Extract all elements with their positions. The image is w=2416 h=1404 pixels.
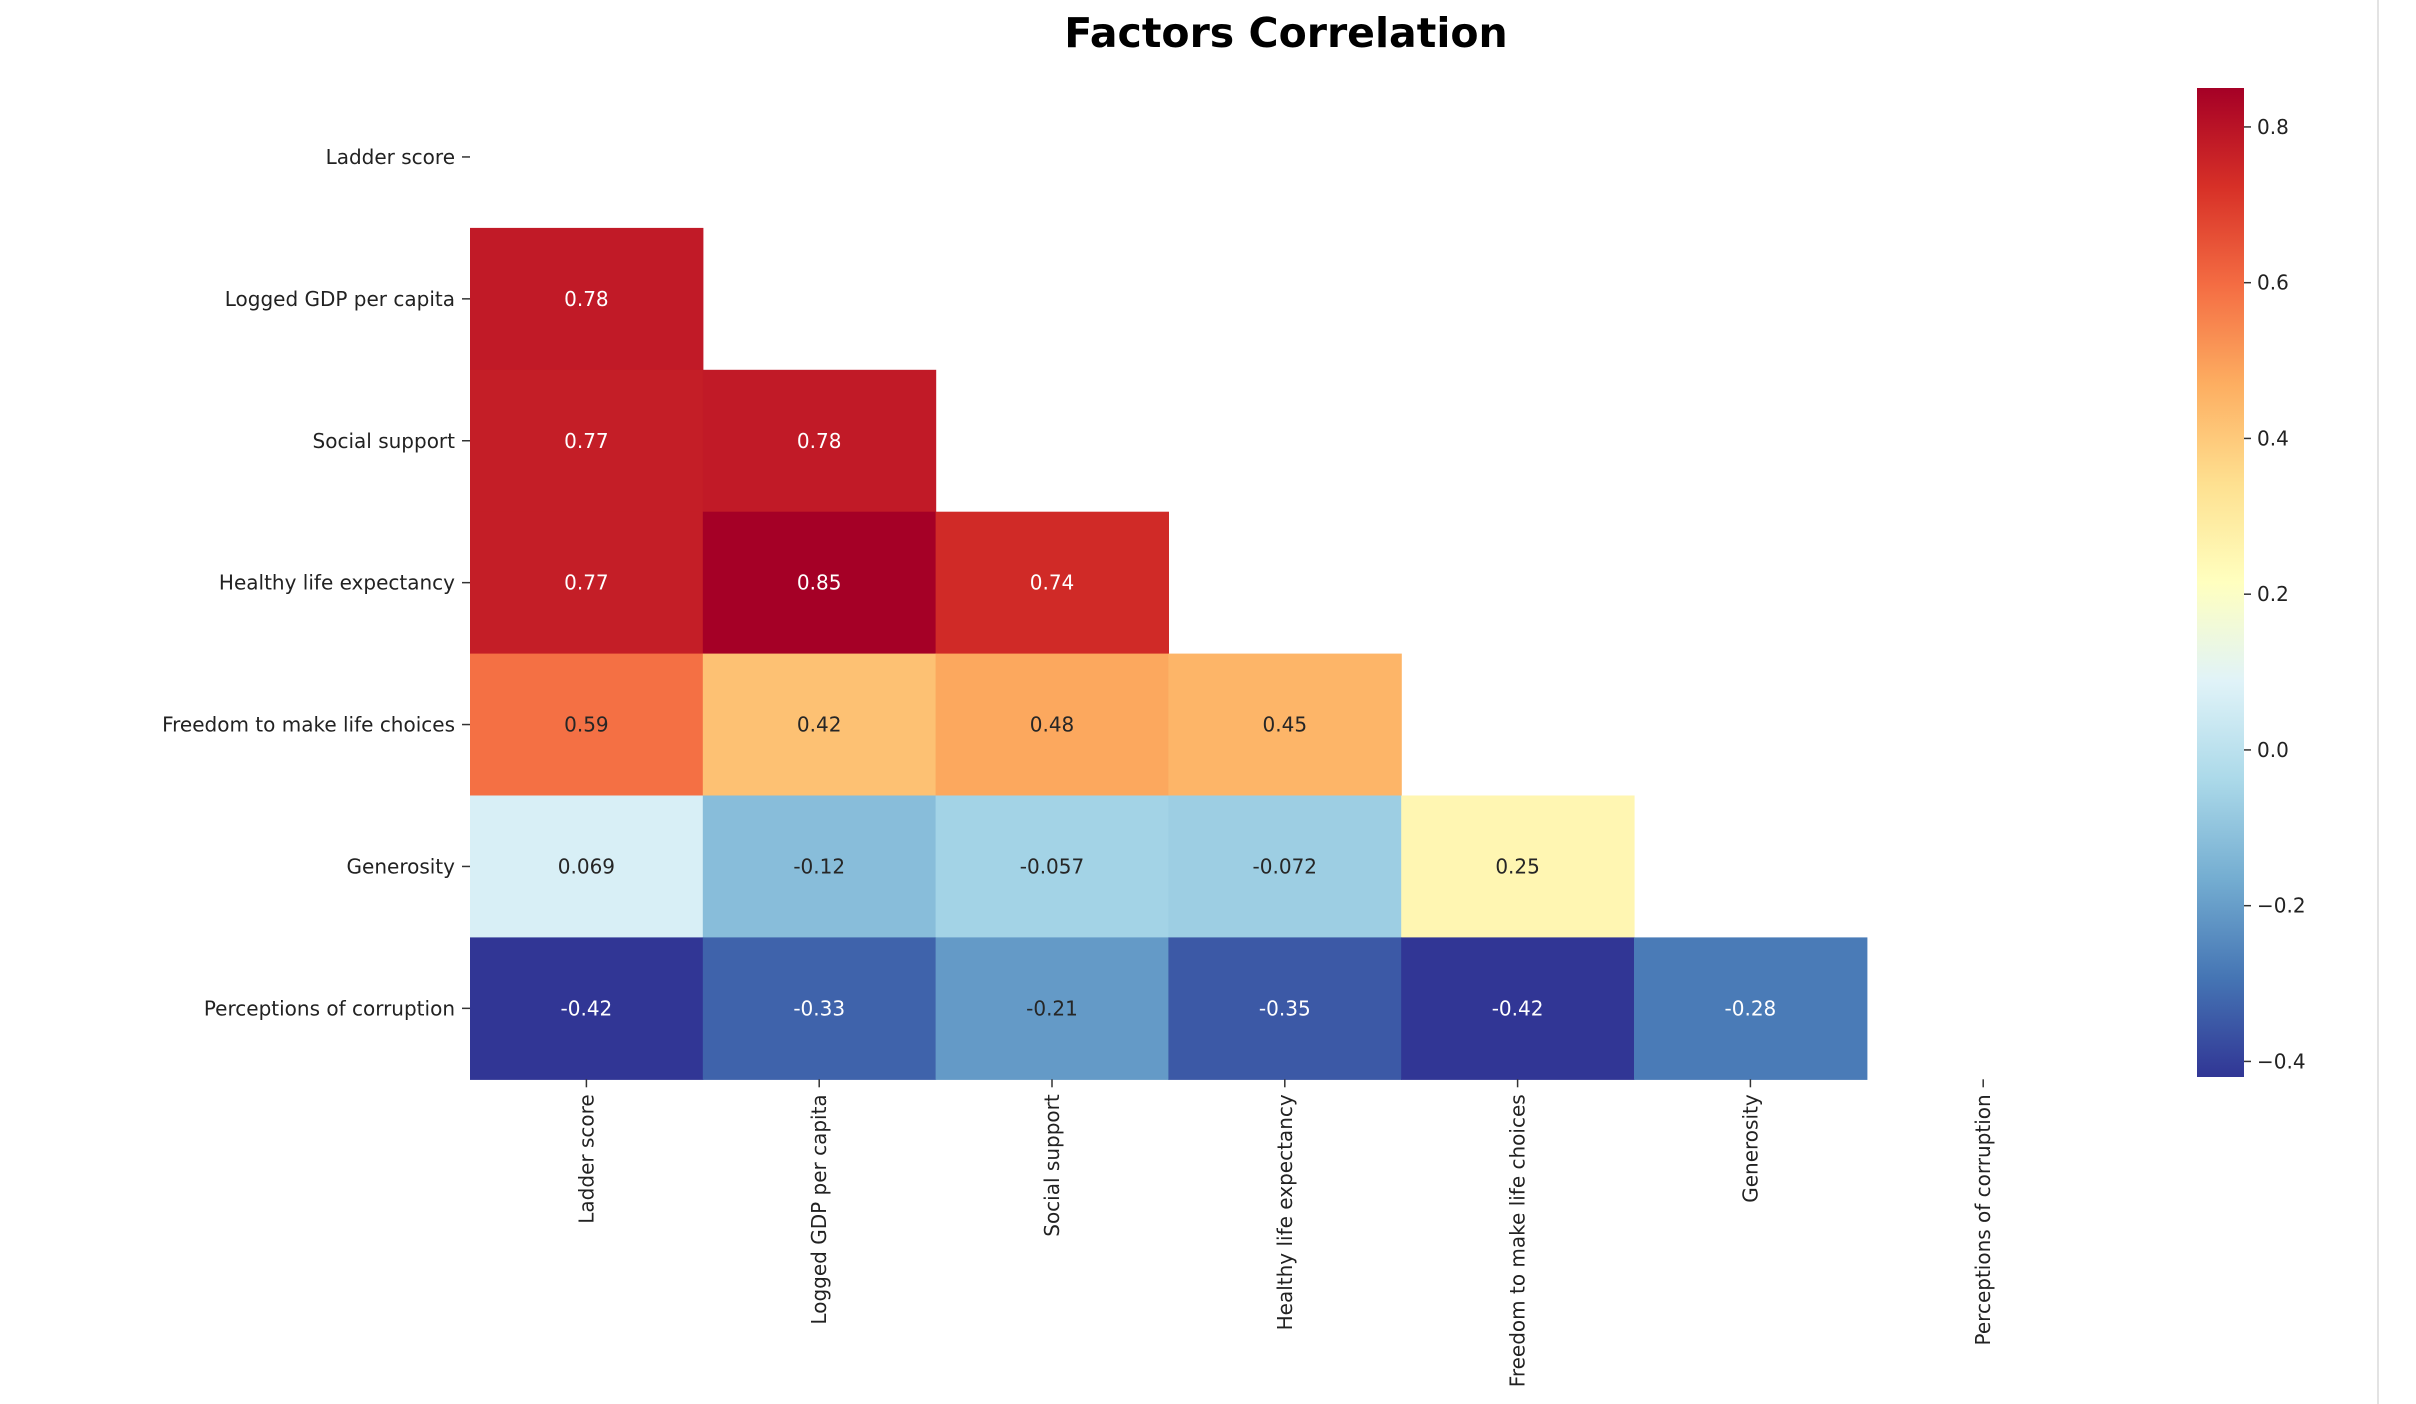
y-tick-label-ladder-score: Ladder score (326, 145, 455, 169)
heatmap-cell-value-r5-c4: 0.25 (1495, 854, 1540, 878)
y-tick-label-healthy-life-expectancy: Healthy life expectancy (219, 571, 455, 595)
heatmap-cell-value-r6-c0: -0.42 (561, 996, 613, 1020)
heatmap-cell-value-r3-c1: 0.85 (797, 571, 842, 595)
heatmap-cell-r5-c0 (470, 795, 704, 938)
colorbar-tick-label: 0.4 (2257, 426, 2289, 450)
x-tick-label-healthy-life-expectancy: Healthy life expectancy (1273, 1094, 1297, 1330)
heatmap-cell-r4-c1 (702, 653, 937, 797)
heatmap-cell-r1-c0 (470, 227, 704, 371)
x-tick-label-social-support: Social support (1040, 1094, 1064, 1237)
heatmap-cell-r5-c1 (702, 795, 937, 938)
heatmap-cell-r2-c0 (470, 369, 704, 513)
colorbar: 0.8 0.6 0.4 0.2 0.0 −0.2 −0.4 (2197, 88, 2306, 1077)
colorbar-tick-label: −0.4 (2257, 1049, 2306, 1073)
heatmap-cell-r6-c0 (470, 937, 704, 1080)
heatmap-cell-r6-c5 (1634, 937, 1868, 1080)
x-tick-label-perceptions-of-corruption: Perceptions of corruption (1971, 1094, 1995, 1345)
page-edge-divider (2377, 0, 2379, 1404)
y-tick-label-freedom-to-make-life-choices: Freedom to make life choices (162, 713, 455, 737)
heatmap-cell-value-r5-c1: -0.12 (793, 854, 845, 878)
heatmap-cell-value-r4-c0: 0.59 (564, 713, 609, 737)
heatmap-cell-value-r4-c1: 0.42 (797, 713, 842, 737)
heatmap-cell-r3-c1 (702, 511, 937, 655)
heatmap-cells: 0.78 0.77 0.78 0.77 0.85 0.74 0.59 0.42 0.48 0.45… (470, 227, 1868, 1080)
colorbar-tick-label: 0.6 (2257, 271, 2289, 295)
heatmap-cell-value-r5-c3: -0.072 (1253, 854, 1317, 878)
heatmap-cell-value-r6-c3: -0.35 (1259, 996, 1311, 1020)
heatmap-cell-value-r6-c5: -0.28 (1725, 996, 1777, 1020)
y-tick-label-generosity: Generosity (347, 854, 456, 878)
colorbar-gradient (2197, 88, 2244, 1077)
heatmap-cell-r5-c2 (935, 795, 1169, 938)
heatmap-cell-r4-c2 (935, 653, 1169, 797)
heatmap-cell-r6-c3 (1168, 937, 1402, 1080)
y-axis-tick-labels: Ladder score Logged GDP per capita Social … (162, 145, 470, 1020)
x-tick-label-ladder-score: Ladder score (574, 1094, 598, 1223)
heatmap-cell-value-r2-c0: 0.77 (564, 429, 609, 453)
y-tick-label-logged-gdp-per-capita: Logged GDP per capita (225, 287, 455, 311)
heatmap-cell-r3-c2 (935, 511, 1169, 655)
heatmap-cell-value-r4-c3: 0.45 (1263, 713, 1308, 737)
heatmap-cell-r2-c1 (702, 369, 937, 513)
y-tick-label-social-support: Social support (313, 429, 456, 453)
x-axis-tick-labels: Ladder score Logged GDP per capita Social … (574, 1079, 1995, 1387)
heatmap-cell-value-r3-c0: 0.77 (564, 571, 609, 595)
colorbar-tick-label: 0.0 (2257, 738, 2289, 762)
heatmap-cell-r4-c0 (470, 653, 704, 797)
colorbar-tick-label: 0.8 (2257, 115, 2289, 139)
heatmap-cell-value-r3-c2: 0.74 (1030, 571, 1075, 595)
colorbar-tick-label: 0.2 (2257, 582, 2289, 606)
heatmap-cell-r5-c4 (1401, 795, 1635, 938)
heatmap-cell-r6-c2 (935, 937, 1169, 1080)
heatmap-cell-r3-c0 (470, 511, 704, 655)
chart-title: Factors Correlation (1064, 9, 1507, 57)
x-tick-label-freedom-to-make-life-choices: Freedom to make life choices (1506, 1094, 1530, 1387)
heatmap-cell-value-r5-c2: -0.057 (1020, 854, 1084, 878)
colorbar-tick-label: −0.2 (2257, 894, 2306, 918)
heatmap-cell-value-r2-c1: 0.78 (797, 429, 842, 453)
heatmap-cell-r6-c1 (702, 937, 937, 1080)
heatmap-cell-value-r6-c1: -0.33 (793, 996, 845, 1020)
heatmap-cell-r6-c4 (1401, 937, 1635, 1080)
heatmap-cell-value-r6-c4: -0.42 (1492, 996, 1544, 1020)
x-tick-label-logged-gdp-per-capita: Logged GDP per capita (807, 1094, 831, 1324)
y-tick-label-perceptions-of-corruption: Perceptions of corruption (204, 996, 455, 1020)
heatmap-cell-value-r6-c2: -0.21 (1026, 996, 1078, 1020)
heatmap-cell-value-r1-c0: 0.78 (564, 287, 609, 311)
heatmap-cell-value-r4-c2: 0.48 (1030, 713, 1075, 737)
heatmap-cell-value-r5-c0: 0.069 (558, 854, 615, 878)
x-tick-label-generosity: Generosity (1738, 1094, 1762, 1203)
heatmap-cell-r5-c3 (1168, 795, 1402, 938)
heatmap-cell-r4-c3 (1168, 653, 1402, 797)
